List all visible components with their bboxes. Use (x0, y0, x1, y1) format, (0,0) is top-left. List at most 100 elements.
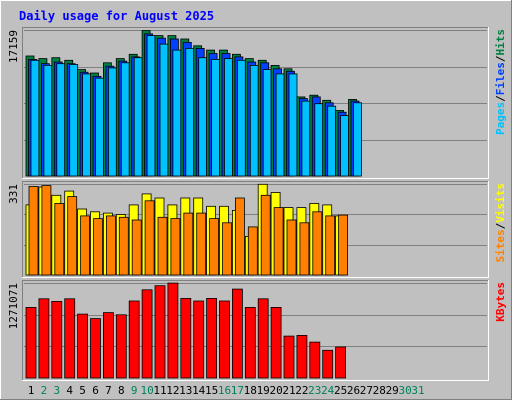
bar-sites-day-17 (234, 197, 245, 276)
bar-sites-day-14 (196, 212, 207, 276)
bar-pages-day-4 (69, 64, 79, 177)
bar-sites-day-25 (338, 214, 349, 276)
legend-hits-files-pages: Pages/Files/Hits (494, 29, 507, 135)
bar-sites-day-15 (209, 218, 220, 276)
bar-pages-day-3 (56, 63, 66, 177)
x-tick-label-day-24: 24 (321, 384, 335, 397)
bar-pages-day-12 (172, 49, 182, 177)
bar-pages-day-21 (288, 73, 298, 177)
bar-kbytes-day-18 (244, 306, 256, 379)
bar-kbytes-day-4 (64, 298, 76, 379)
bar-pages-day-1 (30, 59, 40, 177)
x-tick-label-day-26: 26 (347, 384, 360, 397)
bar-kbytes-day-15 (206, 297, 218, 379)
x-tick-label-day-15: 15 (205, 384, 218, 397)
bar-pages-day-17 (236, 59, 246, 177)
bar-pages-day-9 (133, 57, 143, 177)
bar-sites-day-16 (222, 222, 232, 276)
legend-entry: / (494, 95, 507, 102)
bar-pages-day-23 (314, 103, 324, 177)
bar-sites-day-4 (67, 196, 78, 276)
x-tick-label-day-22: 22 (295, 384, 308, 397)
legend-entry: / (494, 222, 507, 229)
bar-pages-day-25 (340, 115, 350, 177)
x-tick-label-day-19: 19 (257, 384, 270, 397)
bar-sites-day-12 (170, 218, 181, 276)
bar-kbytes-day-23 (309, 341, 321, 379)
bar-kbytes-day-24 (322, 349, 334, 379)
bar-kbytes-day-14 (193, 300, 205, 379)
x-tick-label-day-14: 14 (192, 384, 206, 397)
bar-sites-day-13 (183, 212, 194, 276)
x-tick-label-day-9: 9 (131, 384, 138, 397)
bar-sites-day-18 (247, 226, 258, 276)
bar-kbytes-day-11 (154, 285, 166, 379)
bar-sites-day-11 (157, 216, 168, 276)
x-tick-label-day-8: 8 (118, 384, 125, 397)
x-tick-label-day-23: 23 (308, 384, 321, 397)
legend-entry: KBytes (494, 282, 507, 322)
bar-pages-day-19 (262, 69, 272, 177)
bar-sites-day-9 (131, 219, 142, 276)
bar-kbytes-day-3 (51, 300, 63, 379)
x-tick-label-day-2: 2 (41, 384, 48, 397)
bar-sites-day-24 (325, 215, 336, 276)
x-tick-label-day-1: 1 (28, 384, 35, 397)
bar-kbytes-day-8 (115, 314, 127, 379)
bar-sites-day-5 (80, 215, 90, 276)
legend-entry: Sites (494, 229, 507, 262)
bar-kbytes-day-5 (77, 313, 88, 379)
bar-sites-day-20 (273, 207, 284, 276)
legend-entry: Files (494, 62, 507, 95)
max-value-label: 1271071 (7, 283, 20, 329)
x-tick-label-day-28: 28 (373, 384, 386, 397)
x-tick-label-day-29: 29 (386, 384, 399, 397)
bar-kbytes-day-12 (167, 282, 179, 379)
x-tick-label-day-3: 3 (53, 384, 60, 397)
x-tick-label-day-27: 27 (360, 384, 373, 397)
x-tick-label-day-6: 6 (92, 384, 99, 397)
bar-sites-day-2 (41, 185, 52, 276)
x-tick-label-day-18: 18 (244, 384, 257, 397)
x-tick-label-day-16: 16 (218, 384, 231, 397)
bar-pages-day-26 (353, 102, 362, 177)
legend-kbytes: KBytes (494, 282, 507, 322)
bar-pages-day-8 (120, 62, 130, 177)
bar-pages-day-13 (185, 48, 195, 177)
x-tick-label-day-11: 11 (153, 384, 166, 397)
x-tick-label-day-21: 21 (282, 384, 295, 397)
x-tick-label-day-31: 31 (411, 384, 424, 397)
bar-kbytes-day-6 (90, 318, 101, 379)
bar-sites-day-19 (260, 194, 271, 276)
bar-sites-day-6 (93, 218, 103, 276)
panel-hits-files-pages: 17159 Pages/Files/Hits (7, 27, 507, 179)
bar-kbytes-day-21 (283, 335, 295, 379)
bar-pages-day-18 (249, 65, 259, 177)
bar-pages-day-15 (211, 59, 221, 177)
max-value-label: 17159 (7, 30, 20, 63)
bar-kbytes-day-13 (180, 297, 192, 379)
x-tick-label-day-5: 5 (79, 384, 86, 397)
panel-kbytes: 1271071 KBytes (7, 280, 507, 381)
x-tick-label-day-7: 7 (105, 384, 112, 397)
chart-title: Daily usage for August 2025 (19, 9, 214, 23)
legend-entry: Hits (494, 29, 507, 56)
bar-kbytes-day-10 (141, 289, 153, 379)
bar-pages-day-6 (95, 77, 104, 177)
bar-sites-day-1 (28, 186, 39, 276)
x-tick-label-day-4: 4 (66, 384, 73, 397)
bar-pages-day-24 (327, 105, 337, 177)
bar-pages-day-22 (301, 100, 311, 177)
bar-pages-day-7 (108, 67, 117, 177)
bar-sites-day-8 (118, 216, 129, 276)
bar-kbytes-day-1 (25, 306, 37, 379)
bar-sites-day-7 (106, 215, 116, 276)
x-tick-label-day-13: 13 (179, 384, 192, 397)
bar-pages-day-16 (224, 58, 233, 177)
legend-entry: Visits (494, 183, 507, 223)
x-tick-label-day-17: 17 (231, 384, 244, 397)
bar-pages-day-20 (275, 73, 285, 177)
bar-kbytes-day-9 (128, 300, 140, 379)
legend-entry: / (494, 55, 507, 62)
max-value-label: 331 (7, 184, 20, 204)
